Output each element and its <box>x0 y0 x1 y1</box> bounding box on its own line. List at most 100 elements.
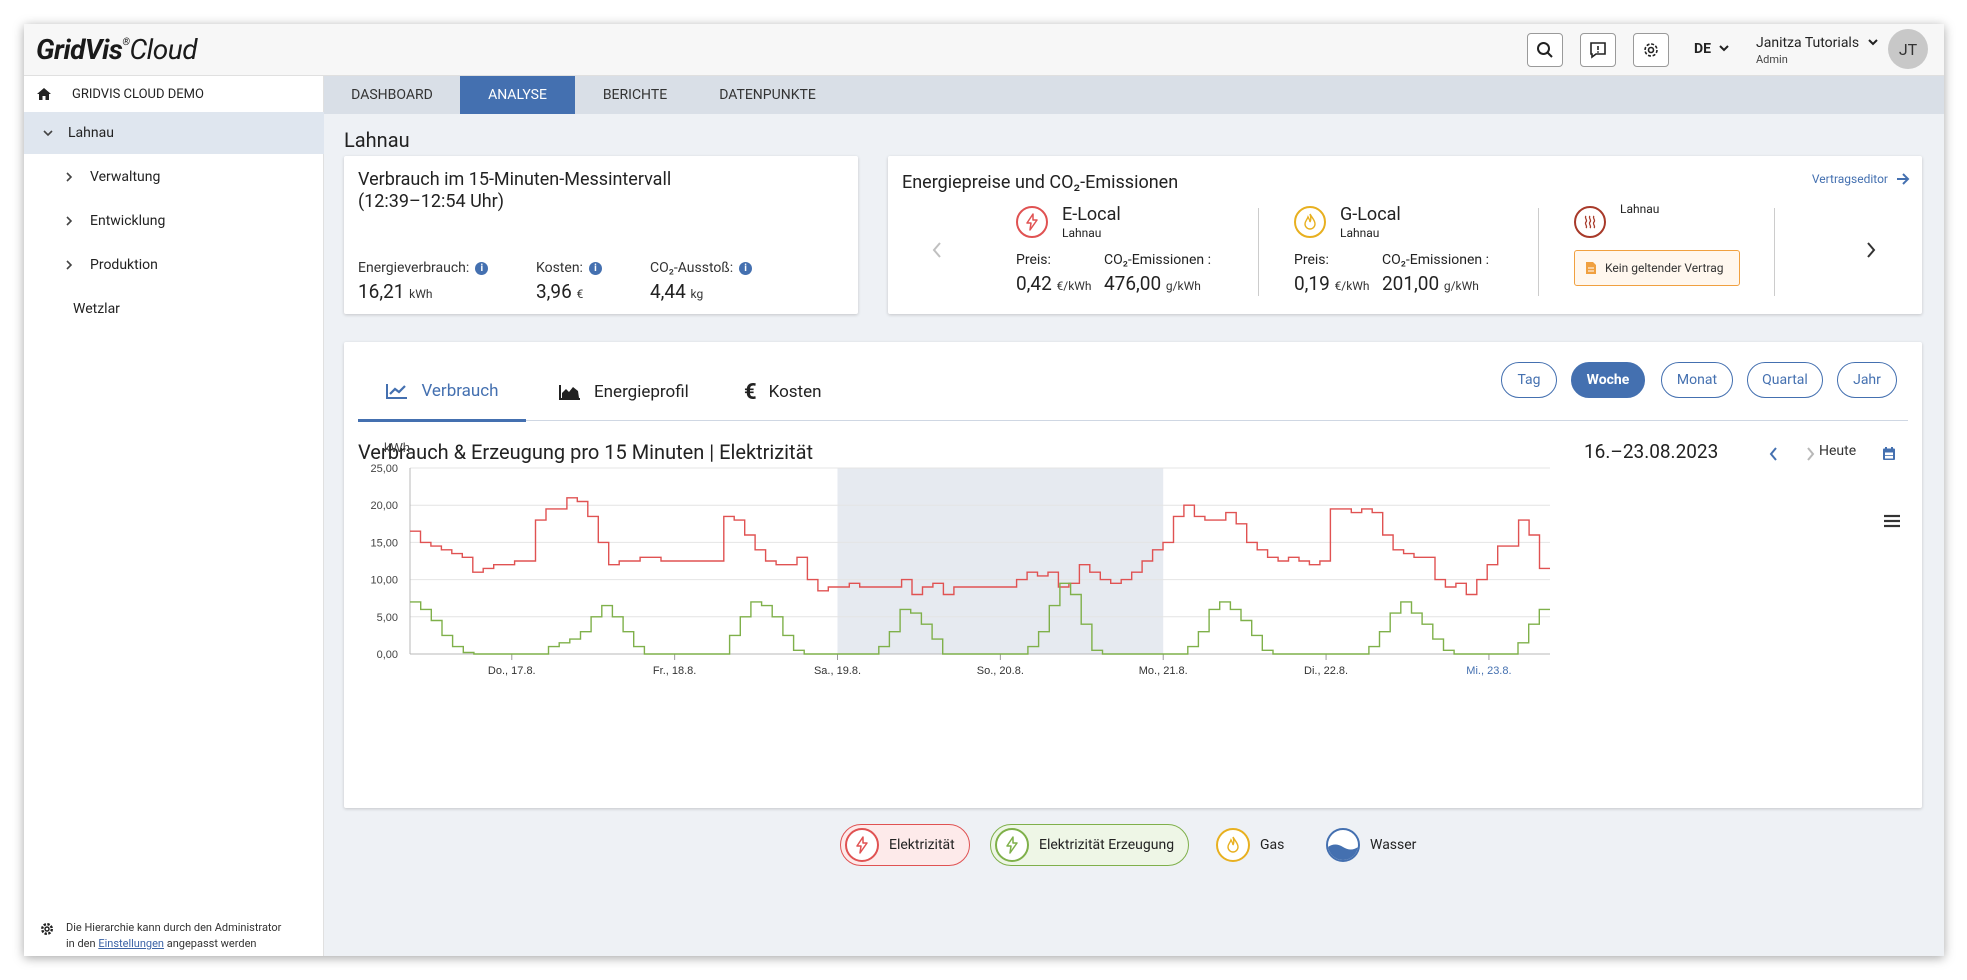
x-tick-label: Mi., 23.8. <box>1466 665 1511 677</box>
app-logo[interactable]: GridVis®Cloud <box>36 33 198 66</box>
legend-gas[interactable]: Gas <box>1212 824 1298 866</box>
tabs-underline <box>358 420 1908 421</box>
provider-site: Lahnau <box>1340 226 1380 240</box>
legend-wasser[interactable]: Wasser <box>1322 824 1430 866</box>
co2-label: CO₂-Emissionen : <box>1104 252 1211 268</box>
weekend-shading <box>837 468 1164 654</box>
price-label: Preis: <box>1016 252 1051 268</box>
chevron-down-icon <box>1719 45 1730 52</box>
no-contract-badge[interactable]: Kein geltender Vertrag <box>1574 250 1740 286</box>
period-tag-button[interactable]: Tag <box>1501 362 1557 398</box>
chevron-right-icon[interactable] <box>1804 446 1816 462</box>
period-woche-button[interactable]: Woche <box>1571 362 1645 398</box>
chart-title: Verbrauch & Erzeugung pro 15 Minuten | E… <box>358 440 814 464</box>
x-tick-label: Do., 17.8. <box>488 665 536 677</box>
app-window: GridVis®Cloud DE Janitza Tutorials Admin… <box>24 24 1944 956</box>
period-jahr-button[interactable]: Jahr <box>1837 362 1897 398</box>
period-monat-button[interactable]: Monat <box>1661 362 1733 398</box>
gas-icon <box>1216 828 1250 862</box>
cost-label: Kosten: i <box>536 260 602 276</box>
search-icon <box>1537 42 1553 58</box>
chevron-left-icon[interactable] <box>930 240 944 260</box>
chevron-right-icon[interactable] <box>1864 240 1878 260</box>
co2-label: CO₂-Emissionen : <box>1382 252 1489 268</box>
hierarchy-note: Die Hierarchie kann durch den Administra… <box>40 920 281 952</box>
menu-icon[interactable] <box>1883 514 1901 528</box>
gear-icon <box>1644 43 1658 57</box>
price-value: 0,19 €/kWh <box>1294 272 1370 295</box>
tab-energieprofil[interactable]: Energieprofil <box>558 362 689 422</box>
tab-kosten[interactable]: € Kosten <box>744 379 822 405</box>
energy-value: 16,21 kWh <box>358 280 433 303</box>
co2-label: CO₂-Ausstoß: i <box>650 260 753 276</box>
provider-site: Lahnau <box>1062 226 1102 240</box>
sidebar-item-entwicklung[interactable]: Entwicklung <box>24 200 324 242</box>
electricity-icon <box>1016 206 1048 238</box>
date-range: 16.–23.08.2023 <box>1584 440 1719 463</box>
divider <box>1774 208 1775 296</box>
chevron-right-icon <box>66 260 73 270</box>
info-icon[interactable]: i <box>475 261 489 275</box>
sidebar-item-verwaltung[interactable]: Verwaltung <box>24 156 324 198</box>
energy-label: Energieverbrauch: i <box>358 260 489 276</box>
consumption-card: Verbrauch im 15-Minuten-Messintervall (1… <box>344 156 858 314</box>
chevron-right-icon <box>66 216 73 226</box>
search-button[interactable] <box>1527 33 1563 67</box>
info-icon[interactable]: i <box>739 261 753 275</box>
energy-price-title: Energiepreise und CO₂-Emissionen <box>902 172 1179 193</box>
tab-verbrauch[interactable]: Verbrauch <box>358 362 526 422</box>
user-menu[interactable]: Janitza Tutorials <box>1756 35 1879 51</box>
chevron-down-icon <box>43 130 53 137</box>
x-tick-label: Fr., 18.8. <box>653 665 696 677</box>
y-tick-label: 0,00 <box>377 649 398 661</box>
co2-value: 476,00 g/kWh <box>1104 272 1201 295</box>
sidebar-item-label: Verwaltung <box>90 169 161 185</box>
line-chart-icon <box>386 383 408 399</box>
chevron-down-icon <box>1867 39 1878 46</box>
price-label: Preis: <box>1294 252 1329 268</box>
top-bar: GridVis®Cloud DE Janitza Tutorials Admin… <box>24 24 1944 76</box>
heat-site: Lahnau <box>1620 202 1660 216</box>
calendar-icon[interactable] <box>1882 446 1896 461</box>
tab-dashboard[interactable]: DASHBOARD <box>351 87 433 103</box>
page-title: Lahnau <box>344 128 410 152</box>
series-line <box>410 497 1550 596</box>
tab-analyse[interactable]: ANALYSE <box>460 76 575 114</box>
hierarchy-note-post: angepasst werden <box>164 937 257 950</box>
sidebar-item-label: Produktion <box>90 257 158 273</box>
period-quartal-button[interactable]: Quartal <box>1747 362 1823 398</box>
contract-editor-link[interactable]: Vertragseditor <box>1812 172 1910 186</box>
settings-link[interactable]: Einstellungen <box>98 937 165 950</box>
today-button[interactable]: Heute <box>1819 443 1857 459</box>
language-select[interactable]: DE <box>1694 41 1730 57</box>
gear-icon <box>40 922 54 936</box>
price-value: 0,42 €/kWh <box>1016 272 1092 295</box>
heat-icon <box>1574 206 1606 238</box>
sidebar-item-wetzlar[interactable]: Wetzlar <box>24 288 324 330</box>
feedback-button[interactable] <box>1580 33 1616 67</box>
series-line <box>410 582 1550 655</box>
sidebar: GRIDVIS CLOUD DEMO Lahnau Verwaltung Ent… <box>24 76 324 956</box>
tab-berichte[interactable]: BERICHTE <box>602 87 668 103</box>
arrow-right-icon <box>1897 173 1910 185</box>
chevron-left-icon[interactable] <box>1768 446 1780 462</box>
y-tick-label: 25,00 <box>370 463 398 475</box>
document-icon <box>1586 262 1596 274</box>
legend-elektrizitaet[interactable]: Elektrizität <box>840 824 970 866</box>
hierarchy-note-pre: in den <box>66 937 99 950</box>
settings-button[interactable] <box>1633 33 1669 67</box>
legend-elektrizitaet-erzeugung[interactable]: Elektrizität Erzeugung <box>990 824 1190 866</box>
user-role: Admin <box>1756 53 1788 66</box>
info-icon[interactable]: i <box>588 261 602 275</box>
avatar[interactable]: JT <box>1888 29 1928 69</box>
gas-icon <box>1294 206 1326 238</box>
chart-card: Verbrauch Energieprofil € Kosten Tag Woc… <box>344 342 1922 808</box>
provider-name: E-Local <box>1062 204 1121 225</box>
sidebar-root[interactable]: GRIDVIS CLOUD DEMO <box>24 76 324 112</box>
area-chart-icon <box>559 385 580 400</box>
tab-datenpunkte[interactable]: DATENPUNKTE <box>719 87 816 103</box>
sidebar-item-lahnau[interactable]: Lahnau <box>24 112 324 154</box>
sidebar-item-produktion[interactable]: Produktion <box>24 244 324 286</box>
consumption-title: Verbrauch im 15-Minuten-Messintervall (1… <box>358 169 672 212</box>
sidebar-item-label: Wetzlar <box>73 301 120 317</box>
